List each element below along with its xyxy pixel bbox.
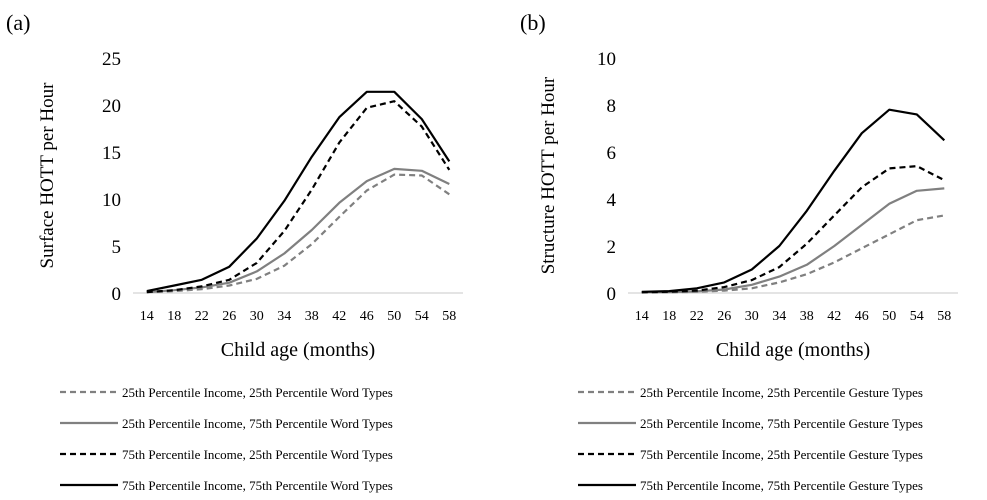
y-tick-label: 20	[102, 96, 121, 117]
series-line-2	[641, 187, 945, 294]
x-tick-label: 30	[745, 309, 759, 324]
x-axis-title: Child age (months)	[716, 339, 870, 361]
legend-label-4: 75th Percentile Income, 75th Percentile …	[122, 478, 393, 493]
legend-label-1: 25th Percentile Income, 25th Percentile …	[640, 385, 923, 400]
y-axis-title: Structure HOTT per Hour	[538, 76, 559, 274]
x-tick-label: 22	[195, 309, 209, 324]
y-tick-label: 10	[597, 49, 616, 70]
x-tick-label: 34	[277, 309, 291, 324]
series-line-3	[641, 165, 945, 294]
y-tick-label: 6	[607, 143, 617, 164]
x-tick-label: 46	[360, 309, 374, 324]
y-tick-label: 5	[112, 237, 122, 258]
y-tick-label: 10	[102, 190, 121, 211]
x-tick-label: 38	[800, 309, 814, 324]
x-tick-label: 22	[690, 309, 704, 324]
x-tick-label: 26	[222, 309, 236, 324]
y-tick-label: 4	[607, 190, 617, 211]
x-axis-title: Child age (months)	[221, 339, 375, 361]
x-tick-label: 50	[882, 309, 896, 324]
legend-label-1: 25th Percentile Income, 25th Percentile …	[122, 385, 393, 400]
panel-label: (a)	[6, 10, 30, 35]
x-tick-label: 54	[415, 309, 429, 324]
x-tick-label: 26	[717, 309, 731, 324]
legend-label-4: 75th Percentile Income, 75th Percentile …	[640, 478, 923, 493]
x-tick-label: 18	[662, 309, 676, 324]
chart-panel-b	[578, 108, 958, 487]
y-tick-label: 0	[607, 284, 617, 305]
legend-label-3: 75th Percentile Income, 25th Percentile …	[640, 447, 923, 462]
series-line-3	[146, 100, 451, 294]
series-line-1	[146, 173, 450, 294]
x-tick-label: 58	[937, 309, 951, 324]
x-tick-label: 42	[827, 309, 841, 324]
x-tick-label: 46	[855, 309, 869, 324]
series-line-4	[641, 108, 946, 293]
legend-label-3: 75th Percentile Income, 25th Percentile …	[122, 447, 393, 462]
y-tick-label: 0	[112, 284, 122, 305]
x-tick-label: 14	[140, 309, 154, 324]
legend-label-2: 25th Percentile Income, 75th Percentile …	[122, 416, 393, 431]
x-tick-label: 50	[387, 309, 401, 324]
x-tick-label: 30	[250, 309, 264, 324]
x-tick-label: 14	[635, 309, 649, 324]
y-tick-label: 15	[102, 143, 121, 164]
series-line-4	[146, 90, 451, 293]
y-tick-label: 8	[607, 96, 617, 117]
y-axis-title: Surface HOTT per Hour	[37, 82, 58, 269]
legend-label-2: 25th Percentile Income, 75th Percentile …	[640, 416, 923, 431]
y-tick-label: 25	[102, 49, 121, 70]
series-line-2	[146, 167, 450, 294]
chart-panel-a	[60, 90, 463, 487]
x-tick-label: 34	[772, 309, 786, 324]
x-tick-label: 54	[910, 309, 924, 324]
panel-label: (b)	[520, 10, 546, 35]
y-tick-label: 2	[607, 237, 617, 258]
x-tick-label: 18	[167, 309, 181, 324]
x-tick-label: 58	[442, 309, 456, 324]
x-tick-label: 42	[332, 309, 346, 324]
x-tick-label: 38	[305, 309, 319, 324]
